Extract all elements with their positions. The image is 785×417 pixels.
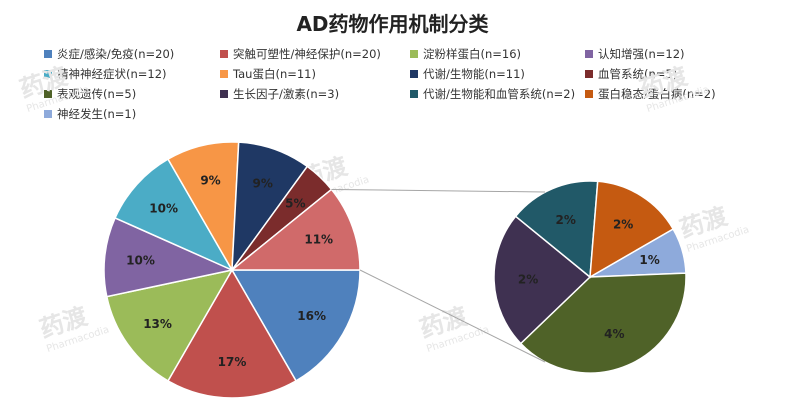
legend-label: 突触可塑性/神经保护(n=20) [233, 46, 381, 61]
legend-swatch [585, 49, 593, 58]
main-pie-slice [114, 158, 234, 272]
legend-swatch [220, 69, 228, 78]
legend-label: 代谢/生物能和血管系统(n=2) [423, 86, 576, 101]
legend-label: 生长因子/激素(n=3) [233, 86, 340, 101]
legend-entry: 表观遗传(n=5) [44, 85, 220, 102]
legend-swatch [44, 69, 52, 78]
legend-swatch [410, 89, 418, 98]
legend-swatch [44, 89, 52, 98]
legend-swatch [220, 49, 228, 58]
legend-swatch [585, 89, 593, 98]
main-pie-slice [230, 269, 361, 382]
legend-swatch [410, 69, 418, 78]
legend-label: 淀粉样蛋白(n=16) [423, 46, 522, 61]
main-pie-slice [166, 268, 298, 399]
secondary-pie-data-label: 2% [556, 213, 576, 227]
main-pie-data-label: 10% [126, 253, 155, 267]
legend-label: 表观遗传(n=5) [57, 86, 137, 101]
legend-swatch [585, 69, 593, 78]
connector-line [359, 269, 546, 363]
main-pie-data-label: 13% [143, 317, 172, 331]
secondary-pie-data-label: 4% [604, 327, 624, 341]
secondary-pie-slice [493, 215, 592, 345]
legend-entry: 突触可塑性/神经保护(n=20) [220, 45, 410, 62]
legend-entry: Tau蛋白(n=11) [220, 65, 410, 82]
legend-entry: 代谢/生物能和血管系统(n=2) [410, 85, 585, 102]
chart-title: AD药物作用机制分类 [296, 12, 489, 36]
secondary-pie-slice [514, 180, 599, 279]
legend-swatch [410, 49, 418, 58]
legend-entry: 蛋白稳态/蛋白病(n=2) [585, 85, 755, 102]
legend-label: 认知增强(n=12) [598, 46, 685, 61]
connector-line [331, 188, 546, 193]
main-pie-data-label: 9% [200, 174, 220, 188]
main-pie-data-label: 9% [253, 176, 273, 190]
main-pie-data-label: 16% [297, 309, 326, 323]
legend-label: Tau蛋白(n=11) [233, 66, 316, 81]
main-pie-data-label: 10% [149, 201, 178, 215]
legend-entry: 神经发生(n=1) [44, 105, 220, 122]
legend-entry: 生长因子/激素(n=3) [220, 85, 410, 102]
main-pie-slice [105, 268, 234, 382]
legend-swatch [44, 109, 52, 118]
legend-label: 代谢/生物能(n=11) [423, 66, 525, 81]
legend-label: 炎症/感染/免疫(n=20) [57, 46, 175, 61]
legend-label: 血管系统(n=5) [598, 66, 678, 81]
legend-label: 蛋白稳态/蛋白病(n=2) [598, 86, 716, 101]
legend-swatch [220, 89, 228, 98]
legend-entry: 血管系统(n=5) [585, 65, 755, 82]
main-pie-slice [103, 216, 235, 298]
legend-swatch [44, 49, 52, 58]
secondary-pie-data-label: 2% [613, 218, 633, 232]
main-pie-data-label: 5% [285, 196, 305, 210]
legend-label: 神经发生(n=1) [57, 106, 137, 121]
main-pie-data-label: 17% [218, 355, 247, 369]
legend-entry: 淀粉样蛋白(n=16) [410, 45, 585, 62]
legend-entry: 精神神经症状(n=12) [44, 65, 220, 82]
legend-entry: 认知增强(n=12) [585, 45, 755, 62]
main-pie-slice [229, 188, 361, 271]
secondary-pie-slice [589, 180, 675, 279]
legend-entry: 代谢/生物能(n=11) [410, 65, 585, 82]
chart-legend: 炎症/感染/免疫(n=20) 突触可塑性/神经保护(n=20) 淀粉样蛋白(n=16… [44, 45, 764, 122]
secondary-pie-data-label: 2% [518, 272, 538, 286]
legend-label: 精神神经症状(n=12) [57, 66, 167, 81]
main-pie-data-label: 11% [304, 232, 333, 246]
secondary-pie-data-label: 1% [639, 253, 659, 267]
legend-entry: 炎症/感染/免疫(n=20) [44, 45, 220, 62]
